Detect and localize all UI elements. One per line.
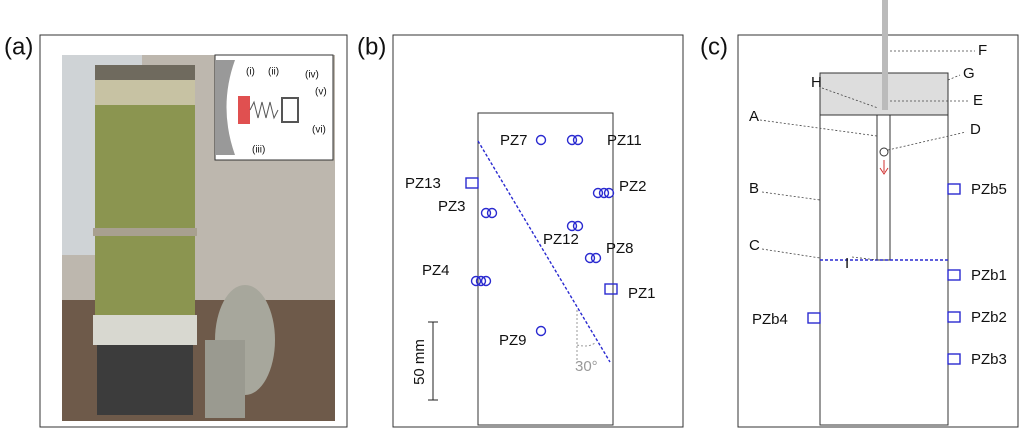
component-label: I (845, 255, 849, 272)
sensor-label: PZ8 (606, 240, 634, 257)
component-label: G (963, 65, 975, 82)
sensor-label: PZb1 (971, 267, 1007, 284)
sensor-label: PZb3 (971, 351, 1007, 368)
rod (882, 0, 888, 110)
sensor-label: PZb5 (971, 181, 1007, 198)
sensor-label: PZ3 (438, 198, 466, 215)
sensors (466, 136, 617, 336)
sensor-label: PZ1 (628, 285, 656, 302)
panel-label: (c) (700, 33, 728, 60)
sensor-label: PZ7 (500, 132, 528, 149)
inset-label: (ii) (268, 67, 279, 78)
component-label: C (749, 237, 760, 254)
inset-label: (i) (246, 67, 255, 78)
component-label: E (973, 92, 983, 109)
angle-label: 30° (575, 358, 598, 375)
panel-frame (393, 35, 683, 427)
inset-label: (vi) (312, 125, 326, 136)
borehole (877, 115, 890, 260)
panel-label: (b) (357, 33, 386, 60)
component-label: H (811, 74, 822, 91)
sensor-label: PZ9 (499, 332, 527, 349)
sensor-label: PZ13 (405, 175, 441, 192)
inset: (i) (ii) (iii) (iv) (v) (vi) (215, 55, 333, 160)
specimen (478, 113, 613, 425)
inset-label: (iv) (305, 70, 319, 81)
sensor-label: PZ2 (619, 178, 647, 195)
inset-label: (iii) (252, 145, 265, 156)
component-label: B (749, 180, 759, 197)
scale-label: 50 mm (411, 339, 428, 385)
fracture-plane (478, 141, 610, 362)
component-label: F (978, 42, 987, 59)
component-label: A (749, 108, 759, 125)
inset-label: (v) (315, 87, 327, 98)
sensor-label: PZb4 (752, 311, 788, 328)
component-label: D (970, 121, 981, 138)
figure: (a) (i) (ii) (iii) (iv) (v) (vi) (b) 30°… (0, 0, 1021, 432)
sensor-label: PZ4 (422, 262, 450, 279)
scale-bar (428, 322, 438, 400)
packer (880, 148, 888, 156)
sensor-label: PZb2 (971, 309, 1007, 326)
sensor-label: PZ12 (543, 231, 579, 248)
sensor-label: PZ11 (607, 132, 642, 149)
panel-label: (a) (4, 33, 33, 60)
